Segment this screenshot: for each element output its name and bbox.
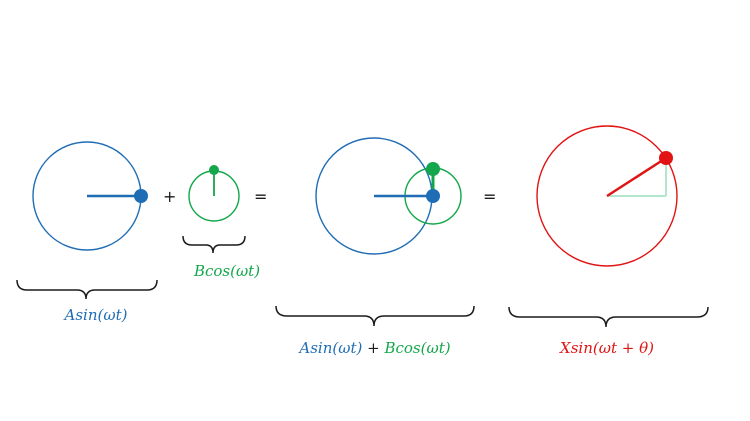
- brace-result: [508, 306, 709, 328]
- phasor-b: [188, 165, 240, 222]
- phasor-sum: [315, 137, 462, 255]
- plus-operator: +: [163, 187, 176, 206]
- equals-operator-1: =: [254, 187, 267, 206]
- brace-b: [182, 235, 246, 254]
- result-vector: [606, 156, 667, 198]
- equals-operator-2: =: [483, 187, 496, 206]
- label-sum: Asin(ωt) + Bcos(ωt): [297, 339, 450, 357]
- label-sum-b: Bcos(ωt): [383, 339, 450, 357]
- brace-sum: [275, 305, 475, 327]
- phasor-a-tip: [134, 189, 148, 203]
- label-sum-plus: +: [362, 339, 384, 357]
- result-circle: [536, 125, 678, 267]
- label-sum-a: Asin(ωt): [297, 339, 362, 357]
- phasor-b-tip: [209, 165, 219, 175]
- phasor-result: [536, 125, 678, 267]
- label-a-sin: Asin(ωt): [63, 306, 128, 324]
- phasor-a: [32, 141, 148, 251]
- result-tip: [659, 151, 673, 165]
- label-result: Xsin(ωt + θ): [559, 339, 654, 357]
- label-b-cos: Bcos(ωt): [193, 262, 260, 280]
- sum-a-tip: [426, 189, 440, 203]
- sum-b-tip: [426, 162, 440, 176]
- brace-a: [16, 279, 158, 300]
